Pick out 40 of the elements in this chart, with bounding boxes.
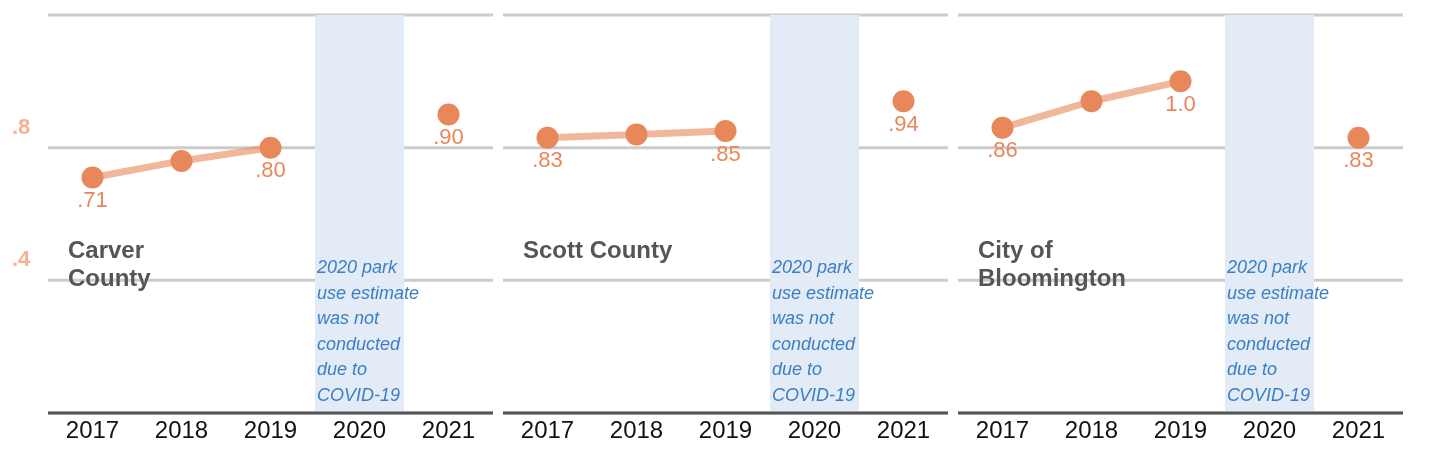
x-tick-label: 2017 <box>975 416 1030 444</box>
point <box>536 126 559 149</box>
data-label: .85 <box>710 140 741 166</box>
x-tick-label: 2018 <box>1064 416 1119 444</box>
point <box>714 120 737 143</box>
band-label: 2020 park use estimate was not conducted due to COVID-19 <box>1226 257 1330 405</box>
data-label: .83 <box>1343 147 1374 173</box>
x-tick-label: 2018 <box>609 416 664 444</box>
x-tick-label: 2021 <box>1331 416 1386 444</box>
text: Scott County <box>523 236 673 264</box>
y-tick-label: .8 <box>12 113 31 139</box>
point <box>991 116 1014 139</box>
text: Carver County <box>68 236 152 292</box>
data-label: .90 <box>433 124 464 150</box>
x-tick-label: 2020 <box>787 416 842 444</box>
point <box>625 123 648 146</box>
x-tick-label: 2019 <box>698 416 753 444</box>
x-tick-label: 2017 <box>520 416 575 444</box>
x-tick-label: 2018 <box>154 416 209 444</box>
y-tick-label: .4 <box>12 246 32 272</box>
x-tick-label: 2021 <box>421 416 476 444</box>
x-tick-label: 2017 <box>65 416 120 444</box>
band-label: 2020 park use estimate was not conducted due to COVID-19 <box>316 257 420 405</box>
data-label: .94 <box>888 110 919 136</box>
x-tick-label: 2021 <box>876 416 931 444</box>
data-label: .83 <box>532 147 563 173</box>
x-tick-label: 2020 <box>1242 416 1297 444</box>
data-label: .86 <box>987 137 1018 163</box>
text: City of Bloomington <box>978 236 1127 292</box>
data-label: 1.0 <box>1165 90 1196 116</box>
band-label: 2020 park use estimate was not conducted due to COVID-19 <box>771 257 875 405</box>
point <box>892 90 915 113</box>
x-tick-label: 2019 <box>1153 416 1208 444</box>
x-tick-label: 2020 <box>332 416 387 444</box>
x-tick-label: 2019 <box>243 416 298 444</box>
point <box>1169 70 1192 93</box>
point <box>1080 90 1103 113</box>
data-label: .71 <box>77 187 108 213</box>
data-label: .80 <box>255 157 286 183</box>
point <box>1347 126 1370 149</box>
